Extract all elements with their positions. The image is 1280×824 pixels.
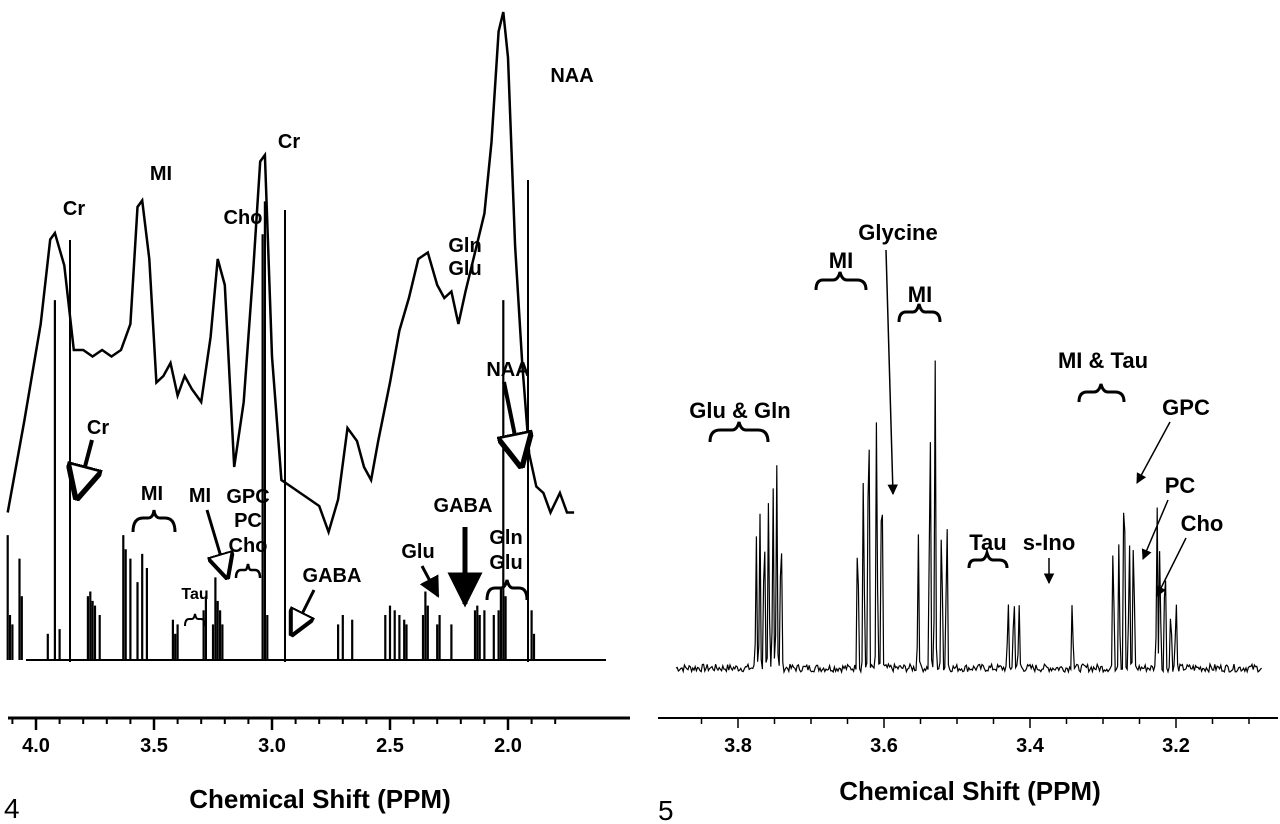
label-gpc: GPC — [1162, 395, 1210, 420]
tau-bracket — [184, 613, 206, 627]
tick-label: 3.2 — [1162, 735, 1190, 757]
label-cho: Cho — [229, 535, 268, 557]
label-cr-arrow: Cr — [87, 417, 109, 439]
tick-label: 3.5 — [140, 735, 168, 757]
panel4-x-axis-label: Chemical Shift (PPM) — [189, 784, 450, 814]
glu-arrow — [419, 565, 440, 598]
panel5-x-axis-label: Chemical Shift (PPM) — [839, 776, 1100, 806]
panel4-broad-spectrum — [6, 11, 575, 537]
mi-tau-bracket — [1077, 383, 1126, 403]
panel5-number: 5 — [658, 795, 674, 824]
cr-arrow — [77, 439, 92, 497]
label-glu-bracket: Glu — [489, 552, 522, 574]
label-pc: PC — [234, 510, 262, 532]
label-mi-bracket: MI — [141, 483, 163, 505]
tick-label: 3.6 — [870, 735, 898, 757]
broad-spectrum-line — [6, 11, 575, 537]
label-glycine: Glycine — [858, 220, 937, 245]
label-naa-arrow: NAA — [486, 359, 529, 381]
panel4-sharp-spectrum — [6, 201, 606, 661]
gln-glu-bracket — [485, 579, 529, 601]
panel4-x-ticks — [11, 718, 557, 730]
panel5-x-ticks — [700, 718, 1250, 728]
label-mi-tau: MI & Tau — [1058, 348, 1148, 373]
label-glu-arrow: Glu — [401, 541, 434, 563]
panel-5: 3.8 3.6 3.4 3.2 Chemical Shift (PPM) 5 G… — [658, 220, 1278, 824]
label-mi-arrow: MI — [189, 485, 211, 507]
label-gpc: GPC — [226, 486, 269, 508]
gpc-arrow — [1136, 421, 1171, 484]
glycine-arrow — [885, 249, 898, 496]
label-gln-top: Gln — [448, 235, 481, 257]
mi-arrow — [205, 509, 227, 577]
label-gln-bracket: Gln — [489, 527, 522, 549]
label-tau: Tau — [181, 586, 208, 603]
label-pc: PC — [1165, 473, 1196, 498]
glu-gln-bracket — [708, 421, 770, 443]
mi-left-bracket — [814, 271, 868, 291]
label-cho-top: Cho — [224, 207, 263, 229]
mi-bracket — [131, 509, 177, 533]
gpc-bracket — [234, 563, 262, 579]
panel4-number: 4 — [4, 793, 20, 824]
panel-4: 4.0 3.5 3.0 2.5 2.0 Chemical Shift (PPM)… — [4, 11, 630, 824]
pc-arrow — [1141, 499, 1169, 560]
tau-bracket — [967, 547, 1009, 569]
label-gaba-left: GABA — [303, 565, 362, 587]
gaba-arrow-left — [292, 589, 316, 634]
tick-label: 3.4 — [1016, 735, 1045, 757]
panel5-spectrum — [675, 360, 1263, 675]
label-glu-gln: Glu & Gln — [689, 398, 790, 423]
label-cr-top-left: Cr — [63, 198, 85, 220]
label-mi-left: MI — [829, 248, 853, 273]
cho-arrow — [1156, 537, 1187, 597]
mi-right-bracket — [897, 303, 942, 323]
label-glu-top: Glu — [448, 258, 481, 280]
tick-label: 3.0 — [258, 735, 286, 757]
label-mi-right: MI — [908, 282, 932, 307]
label-cho: Cho — [1181, 511, 1224, 536]
tick-label: 2.0 — [494, 735, 522, 757]
label-gaba-right: GABA — [434, 495, 493, 517]
label-mi-top: MI — [150, 163, 172, 185]
tick-label: 2.5 — [376, 735, 404, 757]
tick-label: 3.8 — [724, 735, 752, 757]
label-naa-top: NAA — [550, 65, 593, 87]
label-s-ino: s-Ino — [1023, 530, 1076, 555]
tick-label: 4.0 — [22, 735, 50, 757]
label-tau: Tau — [969, 530, 1006, 555]
naa-arrow — [504, 381, 521, 465]
label-cr-top-right: Cr — [278, 131, 300, 153]
spectrum-line — [675, 360, 1263, 675]
